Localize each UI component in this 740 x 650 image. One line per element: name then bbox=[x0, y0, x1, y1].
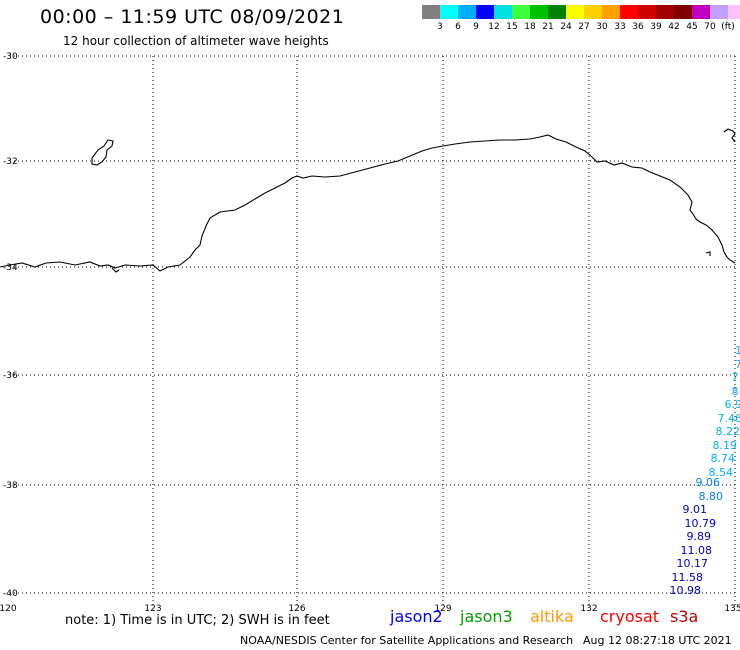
color-scale-label: 30 bbox=[596, 22, 608, 32]
color-scale bbox=[422, 5, 740, 19]
color-swatch bbox=[530, 5, 548, 19]
wave-height-value: 9.06 bbox=[695, 476, 721, 489]
credit-timestamp: Aug 12 08:27:18 UTC 2021 bbox=[583, 634, 732, 647]
wave-height-value: 10.79 bbox=[684, 516, 717, 530]
color-scale-label: 6 bbox=[455, 22, 461, 32]
color-swatch bbox=[494, 5, 512, 19]
color-scale-label: 3 bbox=[437, 22, 443, 32]
longitude-label: 135 bbox=[724, 604, 740, 614]
bay-coast-east bbox=[723, 128, 736, 143]
point-east bbox=[705, 251, 711, 256]
satellite-legend-cryosat: cryosat bbox=[600, 607, 660, 626]
wave-height-value: 10.17 bbox=[676, 557, 709, 570]
color-scale-label: 24 bbox=[560, 22, 572, 32]
color-scale-label: 42 bbox=[668, 22, 680, 32]
wave-height-value: 8. bbox=[731, 384, 740, 398]
longitude-label: 123 bbox=[144, 604, 162, 614]
color-swatch bbox=[548, 5, 566, 19]
latitude-label: -30 bbox=[3, 52, 18, 62]
color-scale-label: (ft) bbox=[721, 22, 735, 32]
coastline-main bbox=[0, 134, 736, 272]
color-swatch bbox=[692, 5, 710, 19]
latitude-label: -40 bbox=[3, 589, 18, 599]
latitude-label: -36 bbox=[3, 371, 18, 381]
recherche-islands bbox=[111, 267, 120, 273]
color-scale-labels: 3 6 9 12 15 18 21 24 27 30 33 36 39 42 45 70 (ft) bbox=[422, 22, 740, 34]
wave-height-value: 9.01 bbox=[682, 503, 708, 516]
wave-height-value: 8.54 bbox=[708, 465, 734, 479]
credit-text: NOAA/NESDIS Center for Satellite Applica… bbox=[240, 634, 574, 647]
color-scale-label: 27 bbox=[578, 22, 590, 32]
wave-height-value: 9.89 bbox=[686, 530, 712, 543]
color-swatch bbox=[656, 5, 674, 19]
coastline bbox=[0, 128, 736, 273]
footer-note: note: 1) Time is in UTC; 2) SWH is in fe… bbox=[65, 613, 330, 628]
longitude-label: 129 bbox=[434, 604, 452, 614]
wave-height-value: 11.08 bbox=[680, 543, 713, 557]
satellite-legend-altika: altika bbox=[530, 607, 574, 626]
color-scale-label: 9 bbox=[473, 22, 479, 32]
color-scale-label: 18 bbox=[524, 22, 536, 32]
island-north bbox=[91, 139, 114, 166]
color-swatch bbox=[566, 5, 584, 19]
wave-height-value: 1 bbox=[735, 344, 740, 357]
color-scale-label: 12 bbox=[488, 22, 500, 32]
color-scale-label: 70 bbox=[704, 22, 716, 32]
wave-height-value: 10.98 bbox=[669, 584, 702, 597]
wave-height-value: 7.46 bbox=[717, 411, 740, 425]
color-swatch bbox=[458, 5, 476, 19]
color-scale-label: 36 bbox=[632, 22, 644, 32]
color-swatch bbox=[440, 5, 458, 19]
longitude-label: 132 bbox=[580, 604, 598, 614]
color-swatch bbox=[476, 5, 494, 19]
wave-height-value: 7. bbox=[731, 371, 740, 384]
latitude-label: -32 bbox=[3, 157, 18, 167]
satellite-legend-jason3: jason3 bbox=[460, 607, 513, 626]
color-scale-label: 15 bbox=[506, 22, 518, 32]
color-swatch bbox=[422, 5, 440, 19]
wave-height-value: 11.58 bbox=[671, 570, 704, 584]
color-swatch bbox=[620, 5, 638, 19]
longitude-label: 120 bbox=[0, 604, 17, 614]
wave-height-value: 8.80 bbox=[698, 489, 724, 503]
wave-height-value: 7 bbox=[735, 357, 740, 371]
satellite-legend-s3a: s3a bbox=[670, 607, 699, 626]
wave-height-value: 8.22 bbox=[715, 425, 740, 438]
color-swatch bbox=[512, 5, 530, 19]
latitude-label: -38 bbox=[3, 481, 18, 491]
wave-height-value: 8.19 bbox=[712, 438, 738, 452]
color-swatch bbox=[584, 5, 602, 19]
satellite-legend-jason2: jason2 bbox=[390, 607, 443, 626]
wave-height-value: 8.74 bbox=[710, 452, 736, 465]
color-swatch bbox=[602, 5, 620, 19]
color-scale-label: 39 bbox=[650, 22, 662, 32]
latitude-label: -34 bbox=[3, 263, 18, 273]
map-subtitle: 12 hour collection of altimeter wave hei… bbox=[63, 34, 329, 48]
color-swatch bbox=[728, 5, 740, 19]
color-swatch bbox=[638, 5, 656, 19]
color-swatch bbox=[674, 5, 692, 19]
color-swatch bbox=[710, 5, 728, 19]
color-scale-label: 45 bbox=[686, 22, 698, 32]
color-scale-label: 21 bbox=[542, 22, 554, 32]
color-scale-label: 33 bbox=[614, 22, 626, 32]
longitude-label: 126 bbox=[288, 604, 306, 614]
map-title: 00:00 – 11:59 UTC 08/09/2021 bbox=[40, 6, 345, 28]
wave-height-value: 6.9 bbox=[724, 398, 740, 411]
graticule bbox=[10, 55, 736, 605]
